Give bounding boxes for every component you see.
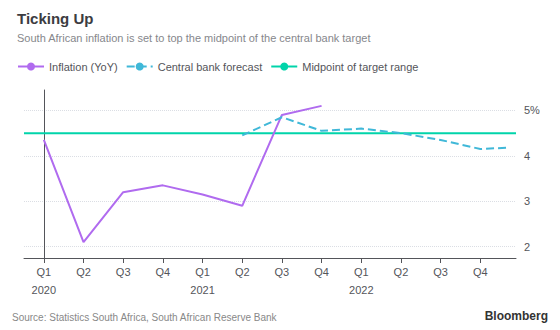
svg-text:2020: 2020	[32, 284, 56, 296]
svg-text:Ticking Up: Ticking Up	[17, 10, 93, 27]
svg-text:Midpoint of target range: Midpoint of target range	[302, 61, 418, 73]
svg-text:4: 4	[524, 150, 530, 162]
svg-text:Q2: Q2	[76, 266, 91, 278]
svg-text:Q1: Q1	[36, 266, 51, 278]
svg-text:Q3: Q3	[433, 266, 448, 278]
svg-text:3: 3	[524, 195, 530, 207]
svg-text:Q1: Q1	[195, 266, 210, 278]
svg-text:Q4: Q4	[156, 266, 171, 278]
svg-text:Q3: Q3	[275, 266, 290, 278]
svg-text:Central bank forecast: Central bank forecast	[158, 61, 263, 73]
svg-text:South African inflation is set: South African inflation is set to top th…	[17, 32, 370, 44]
svg-text:Inflation (YoY): Inflation (YoY)	[49, 61, 118, 73]
svg-text:Bloomberg: Bloomberg	[485, 309, 548, 323]
svg-text:2: 2	[524, 241, 530, 253]
svg-text:Q3: Q3	[116, 266, 131, 278]
svg-text:Q1: Q1	[354, 266, 369, 278]
svg-text:5%: 5%	[524, 104, 540, 116]
svg-text:Q4: Q4	[314, 266, 329, 278]
svg-text:2021: 2021	[190, 284, 214, 296]
svg-text:Q4: Q4	[473, 266, 488, 278]
svg-text:Q2: Q2	[394, 266, 409, 278]
svg-text:Q2: Q2	[235, 266, 250, 278]
svg-text:2022: 2022	[349, 284, 373, 296]
svg-text:Source: Statistics South Afric: Source: Statistics South Africa, South A…	[12, 312, 278, 323]
